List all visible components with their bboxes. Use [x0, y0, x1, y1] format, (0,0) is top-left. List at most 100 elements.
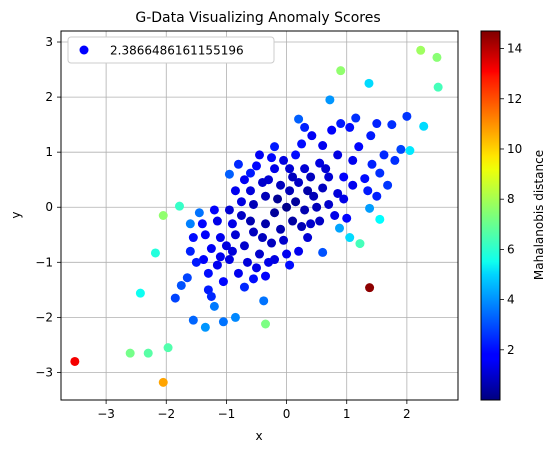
- data-point: [209, 301, 219, 311]
- colorbar-tick-label: 4: [507, 293, 515, 307]
- data-point: [230, 230, 240, 240]
- data-point: [348, 155, 358, 165]
- y-tick-label: −1: [35, 255, 53, 269]
- colorbar-tick-label: 6: [507, 242, 515, 256]
- data-point: [303, 233, 313, 243]
- y-tick-label: 3: [45, 35, 53, 49]
- data-point: [291, 197, 301, 207]
- data-point: [365, 283, 375, 293]
- data-point: [294, 177, 304, 187]
- data-point: [200, 322, 210, 332]
- data-point: [325, 95, 335, 105]
- data-point: [339, 194, 349, 204]
- data-point: [239, 175, 249, 185]
- data-point: [158, 377, 168, 387]
- data-point: [333, 150, 343, 160]
- data-point: [307, 131, 317, 141]
- data-point: [255, 150, 264, 160]
- legend-marker: [79, 45, 89, 55]
- data-point: [372, 191, 382, 201]
- data-point: [285, 186, 295, 196]
- data-point: [261, 191, 271, 201]
- data-point: [163, 343, 173, 353]
- data-point: [336, 66, 346, 76]
- data-point: [182, 273, 192, 283]
- data-point: [355, 239, 365, 249]
- colorbar-tick-label: 8: [507, 192, 515, 206]
- data-point: [70, 356, 80, 366]
- data-point: [432, 52, 442, 62]
- data-point: [300, 164, 310, 174]
- data-point: [270, 142, 280, 152]
- data-point: [318, 183, 328, 193]
- colorbar-tick-label: 2: [507, 343, 515, 357]
- data-points: [70, 45, 443, 387]
- data-point: [258, 177, 268, 187]
- data-point: [288, 172, 298, 182]
- data-point: [125, 348, 135, 358]
- data-point: [375, 168, 385, 178]
- data-point: [270, 208, 280, 218]
- data-point: [233, 268, 243, 278]
- data-point: [348, 180, 358, 190]
- data-point: [239, 282, 249, 292]
- x-tick-label: −2: [157, 407, 175, 421]
- data-point: [402, 111, 412, 121]
- data-point: [297, 222, 307, 232]
- data-point: [215, 252, 225, 262]
- colorbar-gradient: [480, 30, 501, 401]
- data-point: [315, 158, 325, 168]
- legend: 2.3866486161155196: [67, 36, 275, 64]
- data-point: [297, 139, 307, 149]
- data-point: [276, 224, 286, 234]
- x-tick-label: 0: [283, 407, 291, 421]
- data-point: [185, 246, 195, 256]
- data-point: [194, 208, 204, 218]
- data-point: [206, 244, 216, 254]
- data-point: [242, 257, 252, 267]
- data-point: [251, 263, 261, 273]
- y-tick-label: −3: [35, 365, 53, 379]
- data-point: [318, 247, 328, 257]
- data-point: [197, 219, 207, 229]
- data-point: [224, 205, 234, 215]
- data-point: [261, 271, 271, 281]
- data-point: [315, 216, 325, 226]
- data-point: [333, 188, 343, 198]
- colorbar: 2 4 6 8 10 12 14 Mahalanobis distance: [480, 30, 546, 401]
- colorbar-label: Mahalanobis distance: [532, 150, 546, 280]
- y-axis-ticks: −3 −2 −1 0 1 2 3: [35, 35, 61, 379]
- data-point: [245, 186, 255, 196]
- data-point: [364, 78, 374, 88]
- data-point: [176, 280, 186, 290]
- data-point: [236, 211, 246, 220]
- data-point: [221, 241, 231, 251]
- data-point: [345, 233, 355, 243]
- legend-box: [67, 36, 275, 64]
- data-point: [339, 172, 349, 182]
- data-point: [416, 45, 426, 55]
- plot-frame: [60, 30, 459, 401]
- data-point: [306, 172, 316, 182]
- data-point: [218, 277, 228, 287]
- data-point: [209, 205, 219, 215]
- data-point: [351, 113, 361, 123]
- data-point: [433, 82, 443, 92]
- y-axis-label: y: [9, 211, 23, 218]
- data-point: [227, 219, 237, 229]
- data-point: [294, 114, 304, 124]
- data-point: [261, 219, 271, 229]
- data-point: [363, 186, 373, 196]
- data-point: [365, 203, 375, 213]
- data-point: [300, 122, 310, 132]
- data-point: [379, 150, 389, 160]
- data-point: [218, 317, 228, 327]
- data-point: [245, 168, 255, 178]
- data-point: [282, 249, 292, 259]
- data-point: [199, 255, 209, 265]
- data-point: [224, 255, 234, 265]
- grid-lines: [61, 31, 458, 400]
- data-point: [309, 191, 319, 201]
- data-point: [255, 249, 264, 259]
- data-point: [236, 197, 246, 207]
